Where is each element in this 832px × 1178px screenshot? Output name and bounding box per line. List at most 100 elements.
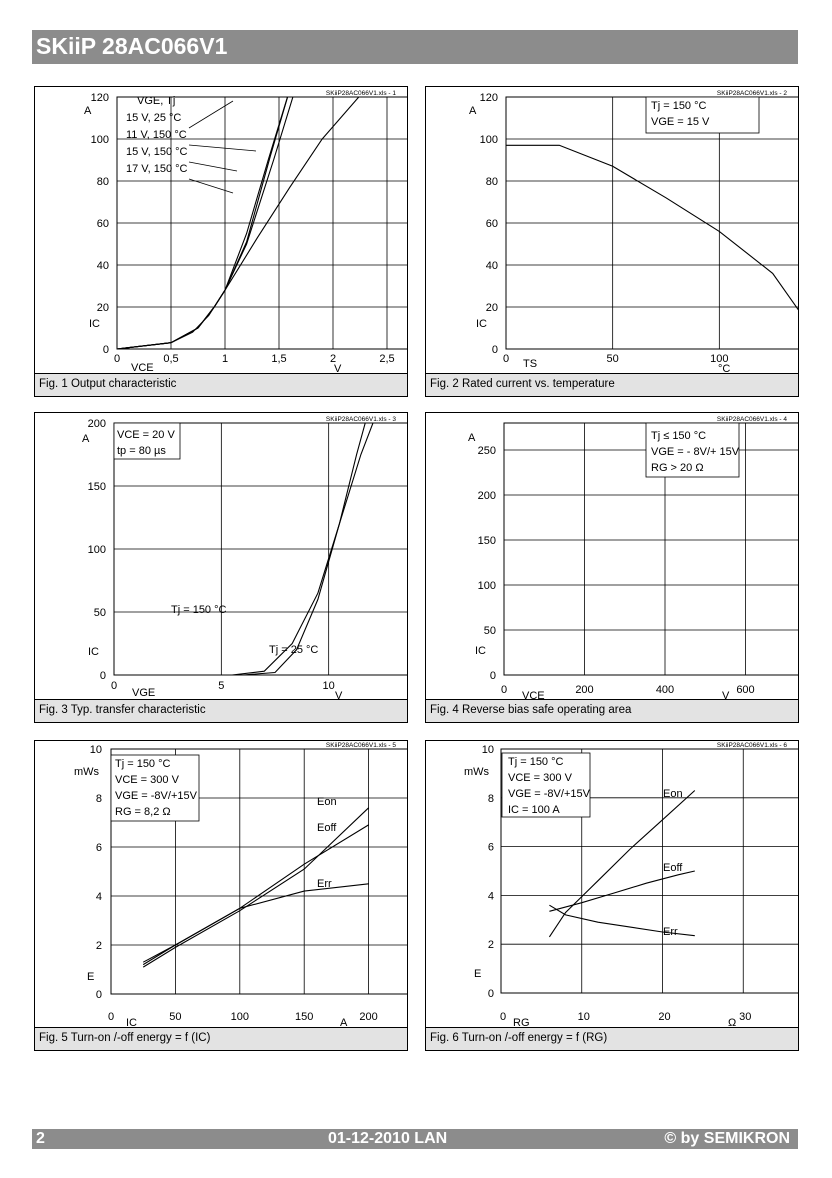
x-tick-label: 0 xyxy=(114,353,120,365)
x-tick-label: 100 xyxy=(231,1011,249,1023)
chart-svg-4: 0200400600800050100150200250AICVCEVSKiiP… xyxy=(468,416,798,699)
y-tick-label: 40 xyxy=(97,260,109,272)
x-tick-label: 5 xyxy=(218,680,224,692)
legend-entry: 11 V, 150 °C xyxy=(126,129,187,141)
figure-panel-2: 050100150020406080100120AICTS°CSKiiP28AC… xyxy=(425,86,799,397)
y-tick-label: 0 xyxy=(96,989,102,1001)
series-line-eon xyxy=(142,807,369,968)
info-line: RG > 20 Ω xyxy=(651,462,704,474)
x-tick-label: 10 xyxy=(323,680,335,692)
y-tick-label: 100 xyxy=(478,580,496,592)
info-line: VGE = -8V/+15V xyxy=(508,788,591,800)
y-unit-label: mWs xyxy=(464,766,490,778)
y-tick-label: 8 xyxy=(488,793,494,805)
y-tick-label: 40 xyxy=(486,260,498,272)
y-tick-label: 100 xyxy=(480,134,498,146)
chart-svg-3: 051015050100150200AICVGEVSKiiP28AC066V1.… xyxy=(82,416,407,699)
y-unit-label: A xyxy=(468,432,476,444)
x-unit-label: Ω xyxy=(728,1017,736,1027)
curve-label: Eoff xyxy=(663,862,683,874)
series-line-err xyxy=(549,904,695,937)
series-line-tj-150-c xyxy=(114,423,366,675)
y-tick-label: 20 xyxy=(486,302,498,314)
page-number: 2 xyxy=(36,1130,45,1147)
figure-caption: Fig. 6 Turn-on /-off energy = f (RG) xyxy=(426,1027,798,1050)
x-unit-label: °C xyxy=(718,363,730,373)
x-tick-label: 600 xyxy=(736,684,754,696)
x-tick-label: 0 xyxy=(501,684,507,696)
x-tick-label: 2 xyxy=(330,353,336,365)
plot-frame xyxy=(110,748,407,995)
info-line: Tj = 150 °C xyxy=(651,100,707,112)
file-label: SKiiP28AC066V1.xls - 2 xyxy=(717,90,787,97)
figure-panel-5: 0501001502002500246810mWsEICASKiiP28AC06… xyxy=(34,740,408,1051)
y-tick-label: 10 xyxy=(90,744,102,756)
chart-svg-2: 050100150020406080100120AICTS°CSKiiP28AC… xyxy=(469,90,798,373)
file-label: SKiiP28AC066V1.xls - 1 xyxy=(326,90,396,97)
series-line-tj-25-c xyxy=(114,423,374,675)
y-tick-label: 8 xyxy=(96,793,102,805)
legend-leader xyxy=(188,161,238,172)
x-tick-label: 20 xyxy=(658,1011,670,1023)
x-unit-label: V xyxy=(334,363,342,373)
legend-leader xyxy=(188,100,234,129)
y-tick-label: 250 xyxy=(478,445,496,457)
curve-label: Err xyxy=(317,878,332,890)
y-tick-label: 150 xyxy=(478,535,496,547)
x-unit-label: V xyxy=(335,690,343,699)
figure-caption: Fig. 4 Reverse bias safe operating area xyxy=(426,699,798,722)
x-tick-label: 10 xyxy=(578,1011,590,1023)
series-line-17-v-150-c xyxy=(117,97,289,349)
y-tick-label: 2 xyxy=(96,940,102,952)
legend-entry: VGE, Tj xyxy=(137,95,175,107)
x-tick-label: 400 xyxy=(656,684,674,696)
x-tick-label: 2,5 xyxy=(379,353,394,365)
y-tick-label: 120 xyxy=(480,92,498,104)
x-tick-label: 0,5 xyxy=(163,353,178,365)
y-tick-label: 120 xyxy=(91,92,109,104)
y-tick-label: 100 xyxy=(88,544,106,556)
y-tick-label: 60 xyxy=(486,218,498,230)
x-axis-label: VGE xyxy=(132,687,155,699)
series-line-ic xyxy=(506,144,798,311)
info-box xyxy=(645,96,760,134)
y-unit-label: A xyxy=(84,105,92,117)
info-line: Tj = 150 °C xyxy=(115,758,171,770)
legend-entry: 17 V, 150 °C xyxy=(126,163,188,175)
x-axis-label: IC xyxy=(126,1017,137,1027)
y-tick-label: 0 xyxy=(492,344,498,356)
x-tick-label: 0 xyxy=(500,1011,506,1023)
x-tick-label: 50 xyxy=(169,1011,181,1023)
y-tick-label: 50 xyxy=(94,607,106,619)
y-axis-label: IC xyxy=(476,318,487,330)
y-unit-label: A xyxy=(469,105,477,117)
chart-svg-5: 0501001502002500246810mWsEICASKiiP28AC06… xyxy=(74,742,407,1027)
file-label: SKiiP28AC066V1.xls - 5 xyxy=(326,742,396,749)
info-line: Tj ≤ 150 °C xyxy=(651,430,706,442)
y-tick-label: 20 xyxy=(97,302,109,314)
curve-label: Tj = 25 °C xyxy=(269,644,318,656)
info-line: VGE = - 8V/+ 15V xyxy=(651,446,740,458)
info-box xyxy=(645,422,740,478)
y-axis-label: E xyxy=(87,971,94,983)
curve-label: Eoff xyxy=(317,822,337,834)
figure-panel-3: 051015050100150200AICVGEVSKiiP28AC066V1.… xyxy=(34,412,408,723)
y-tick-label: 0 xyxy=(490,670,496,682)
figure-panel-1: 00,511,522,53020406080100120AICVCEVSKiiP… xyxy=(34,86,408,397)
info-line: IC = 100 A xyxy=(508,804,560,816)
x-tick-label: 1,5 xyxy=(271,353,286,365)
y-axis-label: E xyxy=(474,968,481,980)
y-tick-label: 4 xyxy=(96,891,102,903)
x-tick-label: 0 xyxy=(503,353,509,365)
x-unit-label: V xyxy=(722,690,730,699)
y-axis-label: IC xyxy=(89,318,100,330)
curve-label: Eon xyxy=(663,788,683,800)
y-tick-label: 100 xyxy=(91,134,109,146)
y-tick-label: 80 xyxy=(97,176,109,188)
curve-label: Tj = 150 °C xyxy=(171,604,227,616)
info-line: Tj = 150 °C xyxy=(508,756,564,768)
figure-caption: Fig. 2 Rated current vs. temperature xyxy=(426,373,798,396)
x-tick-label: 1 xyxy=(222,353,228,365)
footer-date: 01-12-2010 LAN xyxy=(328,1130,448,1147)
x-tick-label: 100 xyxy=(710,353,728,365)
